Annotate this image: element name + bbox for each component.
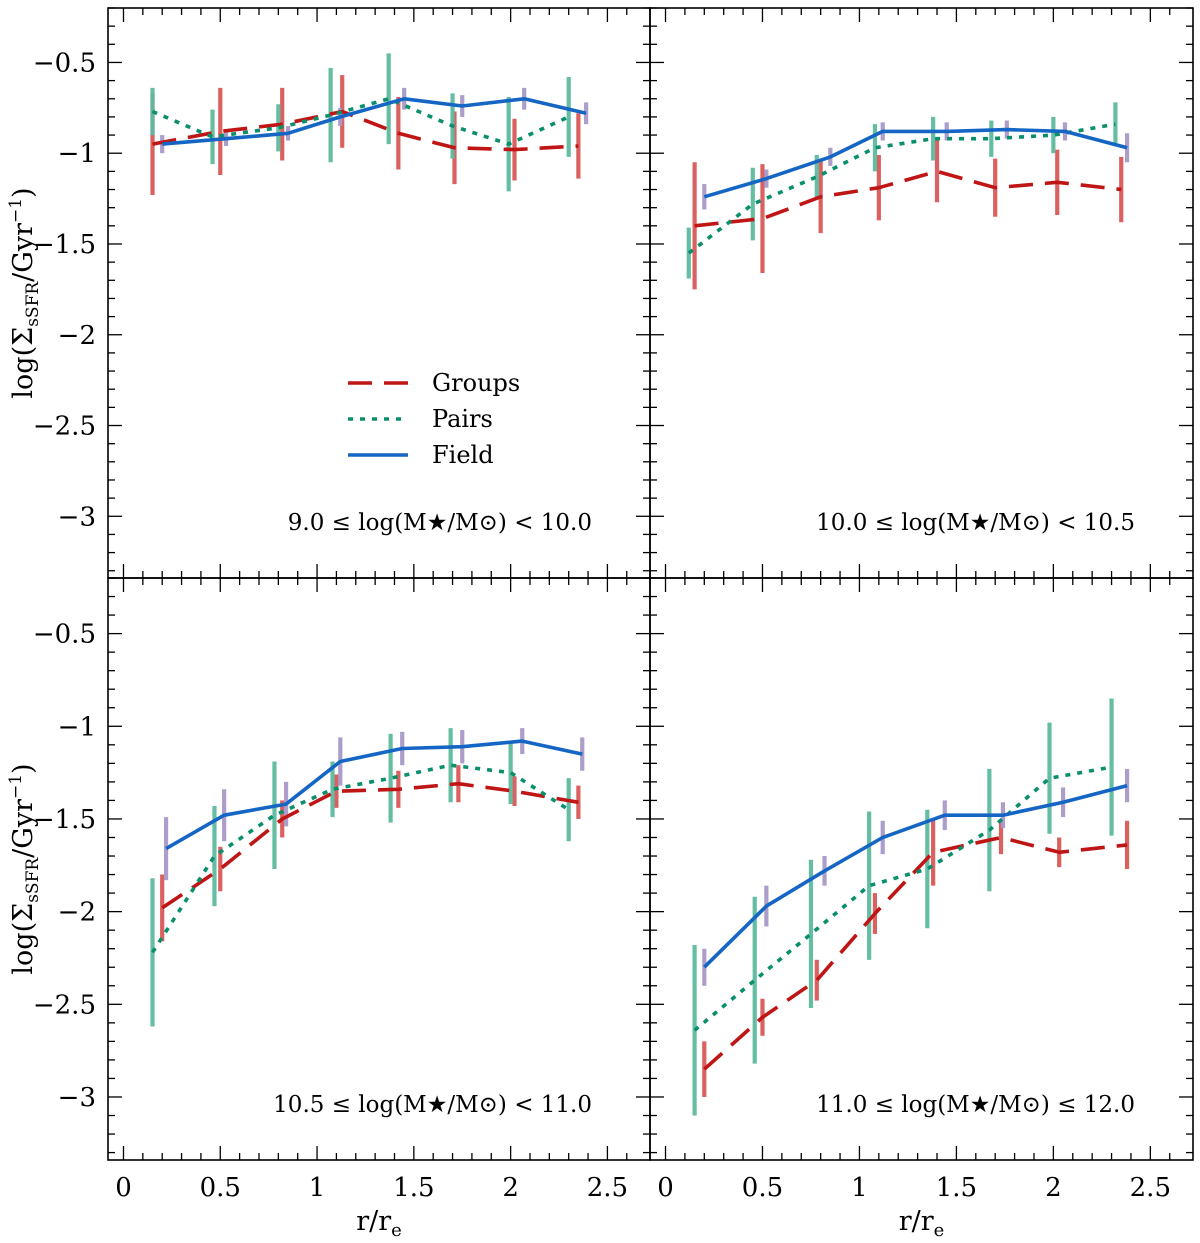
x-tick-label: 0 — [115, 1173, 132, 1203]
ticks — [650, 578, 1193, 1160]
panel-frame — [650, 578, 1193, 1160]
series-groups — [153, 75, 579, 195]
panel-label: 11.0 ≤ log(M★/M⊙) ≤ 12.0 — [816, 1092, 1135, 1118]
y-tick-label: −1 — [58, 712, 96, 742]
x-tick-label: 2.5 — [587, 1173, 628, 1203]
y-tick-label: −1 — [58, 139, 96, 169]
series-field — [166, 728, 582, 880]
series-pairs — [695, 698, 1112, 1115]
series-pairs — [153, 728, 569, 1026]
line-pairs — [153, 99, 569, 144]
line-groups — [704, 838, 1127, 1070]
y-tick-label: −0.5 — [33, 48, 96, 78]
y-tick-label: −3 — [58, 502, 96, 532]
y-tick-label: −2 — [58, 321, 96, 351]
series-pairs — [153, 53, 569, 191]
y-tick-label: −1.5 — [33, 230, 96, 260]
y-tick-label: −0.5 — [33, 620, 96, 650]
x-tick-label: 2 — [1045, 1173, 1062, 1203]
legend-label-field: Field — [432, 441, 494, 469]
panel-frame — [108, 578, 650, 1160]
panel-label: 10.0 ≤ log(M★/M⊙) < 10.5 — [816, 510, 1135, 536]
line-field — [166, 741, 582, 849]
ticks — [108, 578, 650, 1160]
x-tick-label: 1 — [851, 1173, 868, 1203]
series-groups — [704, 819, 1127, 1097]
series-groups — [695, 141, 1122, 290]
y-axis-label: log(ΣsSFR/Gyr−1) — [6, 763, 43, 974]
x-tick-label: 0.5 — [742, 1173, 783, 1203]
x-tick-label: 1 — [309, 1173, 326, 1203]
x-tick-label: 1.5 — [936, 1173, 977, 1203]
x-tick-label: 1.5 — [393, 1173, 434, 1203]
panel-3: 10.5 ≤ log(M★/M⊙) < 11.0 −0.5 −1 −1.5 −2 −2.5… — [6, 578, 650, 1241]
panel-frame — [650, 8, 1193, 578]
y-axis-label: log(ΣsSFR/Gyr−1) — [6, 187, 43, 398]
y-tick-label: −2.5 — [33, 990, 96, 1020]
legend-label-groups: Groups — [432, 369, 520, 397]
x-axis-label: r/re — [899, 1206, 945, 1241]
panel-4: 11.0 ≤ log(M★/M⊙) ≤ 12.0 0 0.5 1 1.5 2 2.5 r/re — [650, 578, 1193, 1241]
x-tick-label: 2 — [502, 1173, 519, 1203]
figure: 9.0 ≤ log(M★/M⊙) < 10.0 −0.5 −1 −1.5 −2 −2.5 −… — [0, 0, 1200, 1243]
series-pairs — [689, 102, 1116, 278]
panel-2: 10.0 ≤ log(M★/M⊙) < 10.5 — [650, 8, 1193, 578]
panel-1: 9.0 ≤ log(M★/M⊙) < 10.0 −0.5 −1 −1.5 −2 −2.5 −… — [6, 8, 650, 578]
y-tick-label: −1.5 — [33, 805, 96, 835]
y-tick-label: −2 — [58, 898, 96, 928]
x-tick-label: 2.5 — [1130, 1173, 1171, 1203]
x-tick-label: 0.5 — [200, 1173, 241, 1203]
x-axis-label: r/re — [356, 1206, 402, 1241]
panel-label: 9.0 ≤ log(M★/M⊙) < 10.0 — [288, 510, 592, 536]
legend: Groups Pairs Field — [348, 369, 520, 469]
legend-label-pairs: Pairs — [432, 405, 493, 433]
y-tick-label: −3 — [58, 1083, 96, 1113]
panel-label: 10.5 ≤ log(M★/M⊙) < 11.0 — [273, 1092, 592, 1118]
ticks — [650, 8, 1193, 578]
x-tick-label: 0 — [657, 1173, 674, 1203]
y-tick-label: −2.5 — [33, 412, 96, 442]
